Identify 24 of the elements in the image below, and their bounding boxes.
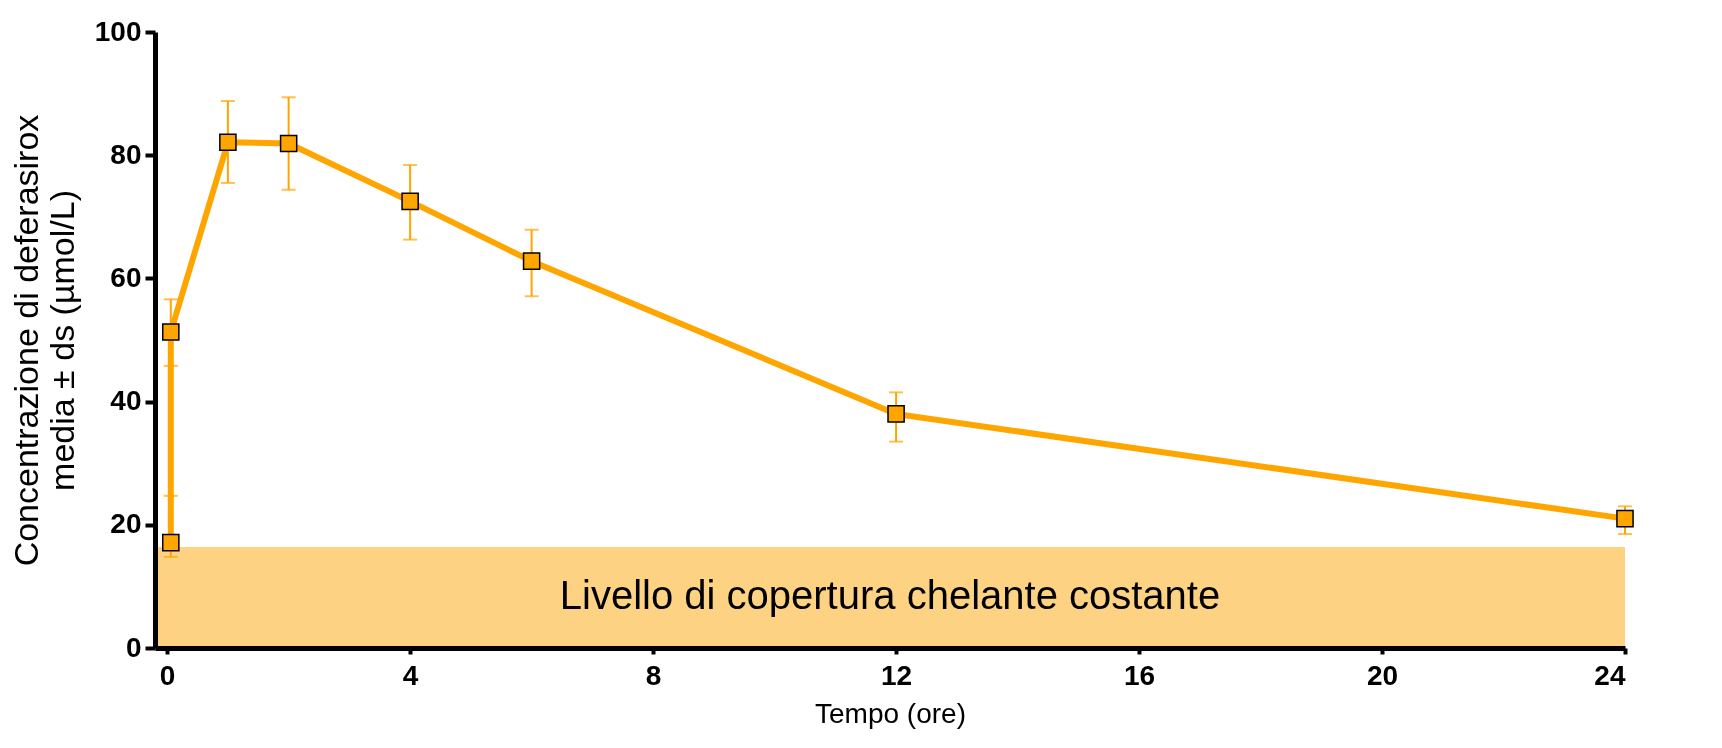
x-tick-label: 4	[402, 659, 419, 691]
x-tick-label: 8	[645, 659, 662, 691]
y-tick-label: 60	[110, 261, 142, 293]
x-tick-label: 12	[881, 659, 913, 691]
point	[522, 252, 541, 270]
y-tick-label: 100	[94, 15, 142, 47]
y-tick-label: 0	[125, 631, 142, 663]
x-tick-label: 24	[1594, 659, 1626, 691]
x-tick-label: 20	[1366, 659, 1399, 691]
point	[279, 134, 298, 153]
x-axis-title: Tempo (ore)	[815, 697, 966, 729]
point	[887, 405, 905, 423]
x-tick-label: 16	[1123, 659, 1156, 691]
band-label: Livello di copertura chelante costante	[559, 573, 1221, 618]
x-tick-label: 0	[159, 659, 176, 691]
y-axis-title: Concentrazione di deferasirox media ± ds (µmol/L)	[6, 114, 81, 567]
point	[161, 533, 180, 552]
point	[1616, 509, 1634, 528]
point	[401, 192, 419, 211]
y-tick-label: 80	[110, 138, 142, 170]
point	[161, 323, 180, 341]
y-tick-label: 20	[110, 508, 142, 540]
point	[219, 133, 237, 152]
y-tick-label: 40	[110, 385, 142, 417]
